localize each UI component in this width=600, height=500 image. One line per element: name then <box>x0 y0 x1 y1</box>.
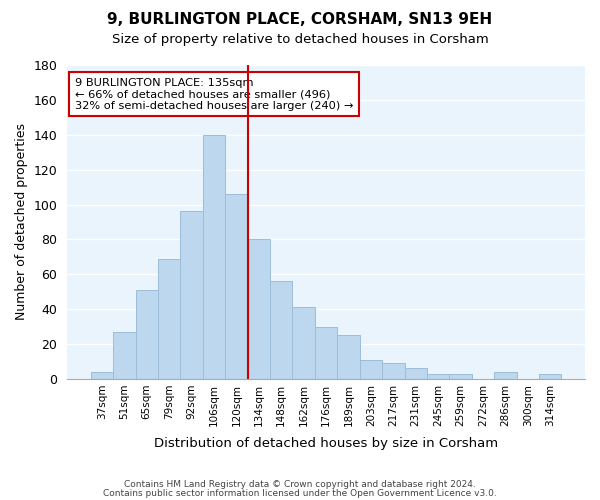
Text: Contains HM Land Registry data © Crown copyright and database right 2024.: Contains HM Land Registry data © Crown c… <box>124 480 476 489</box>
Bar <box>225 194 248 379</box>
Bar <box>494 372 517 379</box>
Bar <box>292 308 315 379</box>
Bar <box>315 326 337 379</box>
Bar <box>360 360 382 379</box>
Y-axis label: Number of detached properties: Number of detached properties <box>15 124 28 320</box>
Bar <box>158 258 181 379</box>
Bar <box>181 212 203 379</box>
Bar <box>270 281 292 379</box>
X-axis label: Distribution of detached houses by size in Corsham: Distribution of detached houses by size … <box>154 437 498 450</box>
Bar <box>404 368 427 379</box>
Bar <box>136 290 158 379</box>
Bar <box>427 374 449 379</box>
Bar <box>382 363 404 379</box>
Text: 9, BURLINGTON PLACE, CORSHAM, SN13 9EH: 9, BURLINGTON PLACE, CORSHAM, SN13 9EH <box>107 12 493 28</box>
Text: Contains public sector information licensed under the Open Government Licence v3: Contains public sector information licen… <box>103 488 497 498</box>
Text: Size of property relative to detached houses in Corsham: Size of property relative to detached ho… <box>112 32 488 46</box>
Bar <box>449 374 472 379</box>
Bar <box>337 336 360 379</box>
Text: 9 BURLINGTON PLACE: 135sqm
← 66% of detached houses are smaller (496)
32% of sem: 9 BURLINGTON PLACE: 135sqm ← 66% of deta… <box>75 78 353 111</box>
Bar <box>203 135 225 379</box>
Bar <box>91 372 113 379</box>
Bar <box>539 374 562 379</box>
Bar <box>113 332 136 379</box>
Bar <box>248 240 270 379</box>
